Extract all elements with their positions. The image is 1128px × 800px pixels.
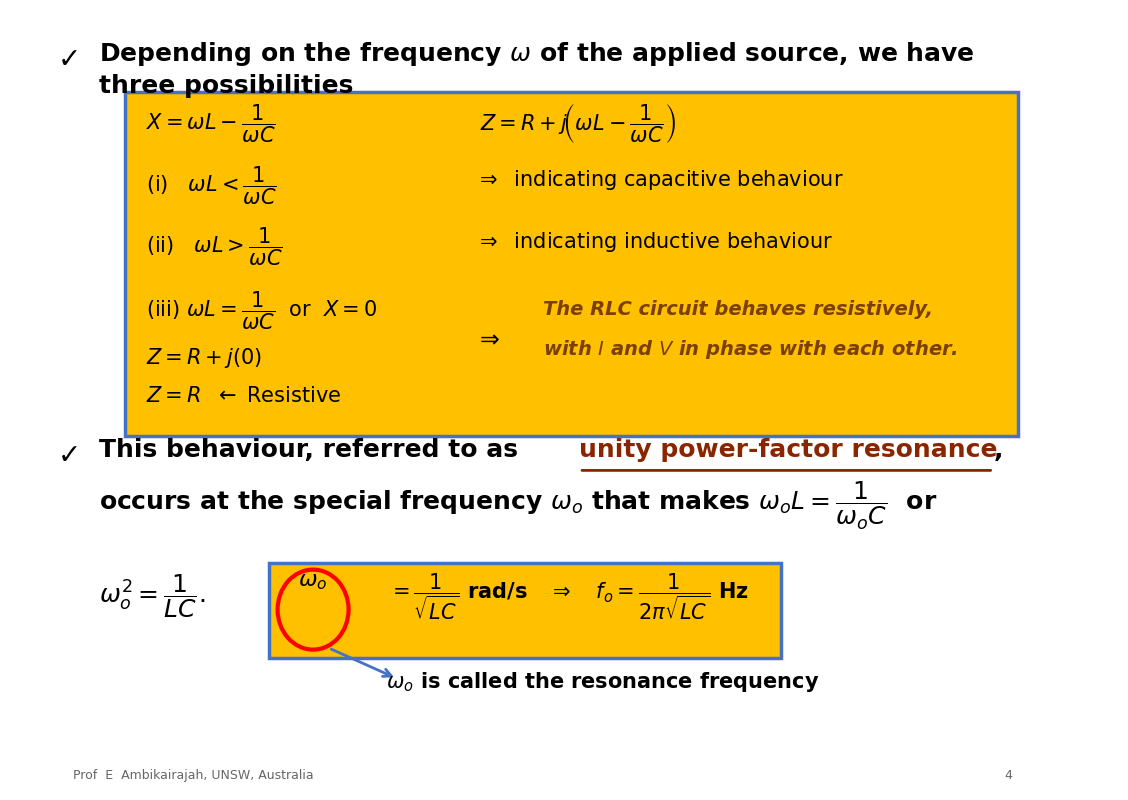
Text: $Z = R$  $\leftarrow$ Resistive: $Z = R$ $\leftarrow$ Resistive bbox=[147, 386, 342, 406]
Text: unity power-factor resonance: unity power-factor resonance bbox=[579, 438, 997, 462]
Text: (iii) $\omega L = \dfrac{1}{\omega C}$  or  $X = 0$: (iii) $\omega L = \dfrac{1}{\omega C}$ o… bbox=[147, 290, 378, 332]
Text: ,: , bbox=[994, 438, 1003, 462]
Text: $\Rightarrow$: $\Rightarrow$ bbox=[475, 326, 500, 350]
Text: with $I$ and $V$ in phase with each other.: with $I$ and $V$ in phase with each othe… bbox=[543, 338, 958, 361]
Text: $Z = R + j(0)$: $Z = R + j(0)$ bbox=[147, 346, 262, 370]
Text: $\omega_o^2 = \dfrac{1}{LC}.$: $\omega_o^2 = \dfrac{1}{LC}.$ bbox=[99, 572, 205, 620]
Text: $\Rightarrow$  indicating capacitive behaviour: $\Rightarrow$ indicating capacitive beha… bbox=[475, 168, 844, 192]
Text: Prof  E  Ambikairajah, UNSW, Australia: Prof E Ambikairajah, UNSW, Australia bbox=[73, 770, 314, 782]
Text: occurs at the special frequency $\omega_o$ that makes $\omega_o L = \dfrac{1}{\o: occurs at the special frequency $\omega_… bbox=[99, 480, 937, 532]
FancyBboxPatch shape bbox=[270, 563, 781, 658]
Text: 4: 4 bbox=[1004, 770, 1012, 782]
Text: $\omega_o$: $\omega_o$ bbox=[299, 572, 328, 592]
Text: $\Rightarrow$  indicating inductive behaviour: $\Rightarrow$ indicating inductive behav… bbox=[475, 230, 832, 254]
Text: three possibilities: three possibilities bbox=[99, 74, 353, 98]
Ellipse shape bbox=[277, 570, 349, 650]
Text: The RLC circuit behaves resistively,: The RLC circuit behaves resistively, bbox=[543, 300, 933, 319]
FancyBboxPatch shape bbox=[125, 92, 1017, 436]
Text: $Z = R + j\!\left(\omega L - \dfrac{1}{\omega C}\right)$: $Z = R + j\!\left(\omega L - \dfrac{1}{\… bbox=[481, 102, 677, 146]
Text: $\omega_o$ is called the resonance frequency: $\omega_o$ is called the resonance frequ… bbox=[386, 670, 820, 694]
Text: (ii)   $\omega L > \dfrac{1}{\omega C}$: (ii) $\omega L > \dfrac{1}{\omega C}$ bbox=[147, 226, 283, 268]
Text: $X = \omega L - \dfrac{1}{\omega C}$: $X = \omega L - \dfrac{1}{\omega C}$ bbox=[147, 102, 275, 145]
Text: $= \dfrac{1}{\sqrt{LC}}$ rad/s   $\Rightarrow$   $f_o = \dfrac{1}{2\pi\sqrt{LC}}: $= \dfrac{1}{\sqrt{LC}}$ rad/s $\Rightar… bbox=[388, 571, 749, 622]
Text: $\checkmark$: $\checkmark$ bbox=[58, 440, 78, 468]
Text: $\checkmark$: $\checkmark$ bbox=[58, 44, 78, 72]
Text: Depending on the frequency $\omega$ of the applied source, we have: Depending on the frequency $\omega$ of t… bbox=[99, 40, 975, 68]
Text: This behaviour, referred to as: This behaviour, referred to as bbox=[99, 438, 527, 462]
Text: (i)   $\omega L < \dfrac{1}{\omega C}$: (i) $\omega L < \dfrac{1}{\omega C}$ bbox=[147, 164, 276, 206]
